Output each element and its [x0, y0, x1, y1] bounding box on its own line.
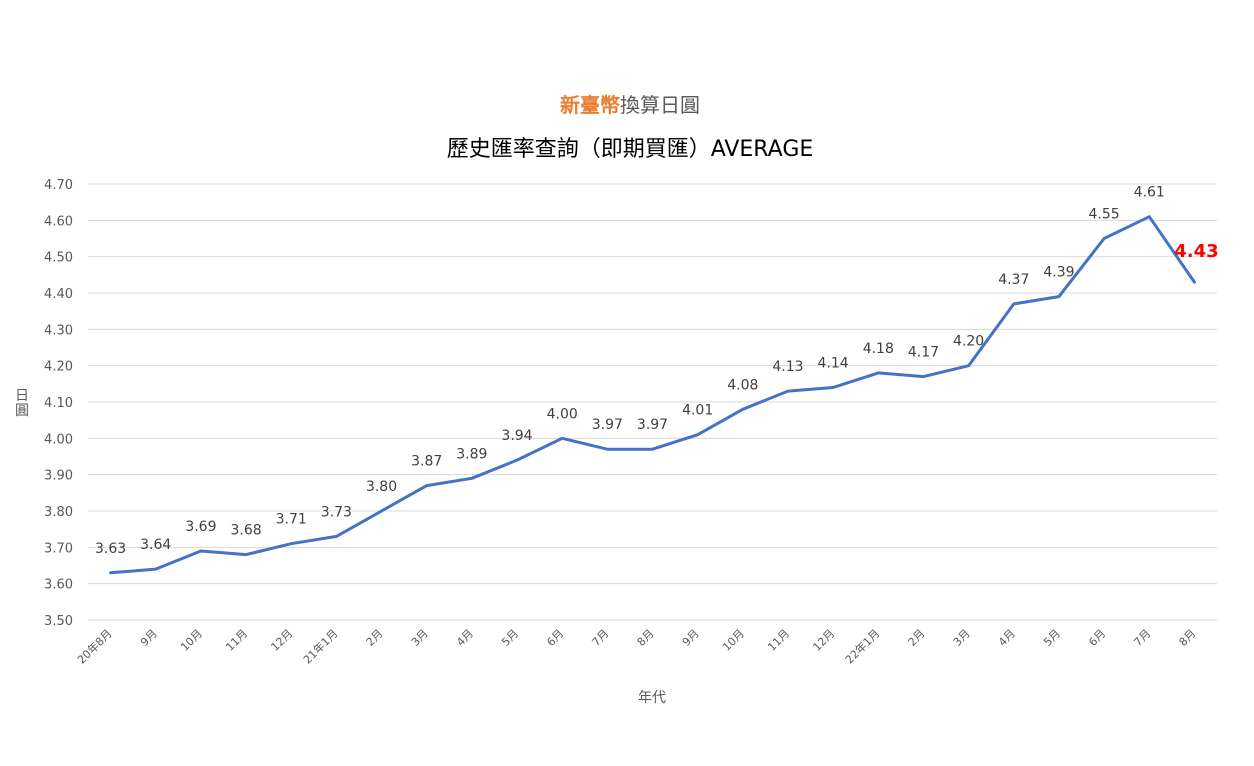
- y-tick-label: 4.40: [44, 287, 73, 302]
- x-tick-label: 11月: [765, 627, 792, 654]
- chart-subtitle: 歷史匯率查詢（即期買匯）AVERAGE: [447, 137, 814, 162]
- x-tick-label: 2月: [364, 627, 386, 649]
- data-label: 4.13: [772, 359, 803, 375]
- y-tick-label: 4.50: [44, 251, 73, 266]
- data-label: 3.80: [366, 479, 397, 495]
- data-label: 3.89: [456, 446, 487, 462]
- x-tick-label: 3月: [409, 627, 431, 649]
- x-tick-label: 8月: [1177, 627, 1199, 649]
- x-tick-label: 7月: [1131, 627, 1153, 649]
- data-label: 3.63: [95, 541, 126, 557]
- x-tick-label: 2月: [906, 627, 928, 649]
- x-tick-label: 22年1月: [842, 626, 882, 666]
- x-tick-label: 9月: [138, 627, 160, 649]
- data-label: 4.39: [1043, 265, 1074, 281]
- data-label: 4.61: [1134, 185, 1165, 201]
- data-label: 4.20: [953, 334, 984, 350]
- x-tick-label: 12月: [268, 627, 295, 654]
- x-tick-label: 12月: [810, 627, 837, 654]
- data-label: 4.14: [818, 355, 849, 371]
- chart-title-rest: 換算日圓: [620, 93, 700, 117]
- x-tick-label: 11月: [223, 627, 250, 654]
- x-tick-label: 5月: [499, 627, 521, 649]
- x-tick-label: 8月: [635, 627, 657, 649]
- y-tick-label: 3.70: [44, 541, 73, 556]
- x-tick-label: 3月: [951, 627, 973, 649]
- x-tick-label: 4月: [996, 627, 1018, 649]
- data-label: 3.94: [501, 428, 532, 444]
- data-label: 4.08: [727, 377, 758, 393]
- data-label: 3.69: [185, 519, 216, 535]
- y-tick-label: 4.60: [44, 214, 73, 229]
- y-tick-label: 4.10: [44, 396, 73, 411]
- data-label-latest: 4.43: [1174, 241, 1218, 262]
- y-axis-label: 日圓: [15, 388, 29, 419]
- y-tick-label: 4.30: [44, 323, 73, 338]
- chart-title-highlight: 新臺幣: [560, 93, 620, 117]
- data-label: 3.68: [230, 523, 261, 539]
- data-labels: 3.63 3.64 3.69 3.68 3.71 3.73 3.80 3.87 3.89 3.94…: [95, 185, 1219, 557]
- y-tick-label: 4.00: [44, 432, 73, 447]
- y-tick-label: 4.70: [44, 178, 73, 193]
- data-label: 4.18: [863, 341, 894, 357]
- y-tick-label: 3.50: [44, 614, 73, 629]
- data-label: 3.97: [637, 417, 668, 433]
- y-tick-label: 4.20: [44, 360, 73, 375]
- x-tick-label: 21年1月: [300, 626, 340, 666]
- grid-lines: [88, 183, 1217, 621]
- data-label: 3.64: [140, 537, 171, 553]
- x-tick-label: 10月: [720, 627, 747, 654]
- data-label: 4.17: [908, 345, 939, 361]
- data-label: 4.37: [998, 272, 1029, 288]
- x-tick-label: 9月: [680, 627, 702, 649]
- data-label: 3.87: [411, 454, 442, 470]
- x-tick-labels: 20年8月 9月 10月 11月 12月 21年1月 2月 3月 4月 5月 6月 7月 8月 9月 10月…: [74, 626, 1198, 666]
- x-tick-label: 7月: [590, 627, 612, 649]
- x-tick-label: 6月: [544, 627, 566, 649]
- y-tick-labels: 3.50 3.60 3.70 3.80 3.90 4.00 4.10 4.20 4.30 4.40…: [44, 178, 73, 629]
- data-label: 4.00: [547, 406, 578, 422]
- data-label: 4.55: [1089, 207, 1120, 223]
- y-tick-label: 3.80: [44, 505, 73, 520]
- x-tick-label: 20年8月: [74, 626, 114, 666]
- data-label: 3.71: [276, 512, 307, 528]
- data-label: 3.97: [592, 417, 623, 433]
- x-tick-label: 5月: [1041, 627, 1063, 649]
- y-tick-label: 3.90: [44, 469, 73, 484]
- x-tick-label: 4月: [454, 627, 476, 649]
- chart-title: 新臺幣換算日圓: [560, 93, 700, 117]
- series-line: [109, 215, 1196, 575]
- data-label: 4.01: [682, 403, 713, 419]
- data-label: 3.73: [321, 504, 352, 520]
- x-tick-label: 10月: [178, 627, 205, 654]
- x-tick-label: 6月: [1086, 627, 1108, 649]
- y-tick-label: 3.60: [44, 578, 73, 593]
- x-axis-label: 年代: [638, 690, 666, 706]
